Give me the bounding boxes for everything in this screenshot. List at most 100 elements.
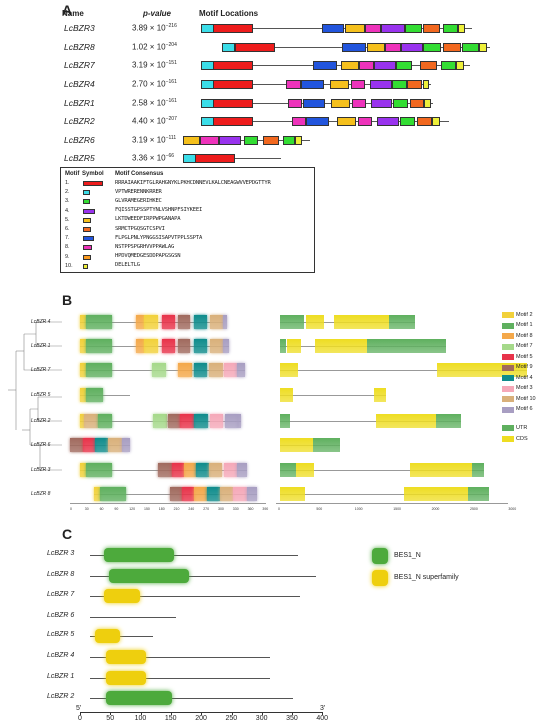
pvalue-label: 3.36 × 10−66	[132, 153, 175, 163]
motif-9-segment	[178, 315, 190, 329]
motif-3-box	[405, 24, 422, 33]
cds-segment	[374, 388, 386, 402]
motif-3-segment	[210, 414, 223, 428]
motif-5-box	[331, 99, 350, 108]
motif-3-box	[393, 99, 408, 108]
motif-3-box	[423, 43, 441, 52]
motif-1-box	[213, 24, 253, 33]
legend-swatch	[502, 436, 514, 442]
axis-tick-label: 30	[84, 507, 89, 511]
motif-4-box	[374, 61, 396, 70]
motif-8-box	[292, 117, 306, 126]
domain-gene-label: LcBZR 4	[47, 652, 75, 659]
motif-2-box	[222, 43, 235, 52]
domain-gene-label: LcBZR 5	[47, 631, 75, 638]
bes1-n-superfamily-domain	[95, 629, 120, 643]
legend-label: Motif 1	[516, 322, 533, 328]
tree-gene-label: LcBZR 8	[31, 491, 51, 497]
motif-10-box	[458, 24, 465, 33]
motif-8-box	[358, 117, 372, 126]
motif-1-box	[213, 99, 253, 108]
legend-swatch	[502, 406, 514, 413]
motif-3-box	[400, 117, 415, 126]
motif-consensus-sequence: NSTPPSPGRHVVPPAWLAG	[115, 243, 175, 250]
motif-number: 5.	[65, 216, 70, 223]
utr-segment	[280, 315, 304, 329]
tree-gene-label: LcBZR 6	[31, 442, 51, 448]
motif-7-box	[342, 43, 366, 52]
axis-tick-label: 1500	[393, 507, 401, 511]
motif-5-segment	[172, 463, 184, 477]
motif-8-box	[385, 43, 401, 52]
motif-3-segment	[233, 487, 247, 501]
motif-8-box	[200, 136, 219, 145]
axis-tick-label: 180	[158, 507, 165, 511]
axis-tick-label: 360	[247, 507, 254, 511]
motif-2-segment	[80, 339, 86, 353]
legend-label: Motif 3	[516, 385, 533, 391]
legend-label: Motif 8	[516, 332, 533, 339]
protein-length-line	[90, 576, 316, 577]
motif-3-segment	[224, 463, 237, 477]
utr-segment	[313, 438, 340, 452]
gene-name-label: LcBZR3	[64, 23, 95, 33]
motif-1-box	[213, 61, 253, 70]
gene-name-label: LcBZR7	[64, 60, 95, 70]
motif-6-box	[417, 117, 432, 126]
legend-label: BES1_N	[394, 552, 421, 559]
motif-8-box	[286, 80, 301, 89]
axis-tick-label: 0	[78, 715, 82, 722]
protein-length-line	[90, 636, 153, 637]
axis-tick-label: 60	[99, 507, 104, 511]
motif-4-box	[219, 136, 241, 145]
gene-name-label: LcBZR6	[64, 135, 95, 145]
motif-symbol	[83, 208, 95, 214]
motif-4-segment	[207, 487, 220, 501]
axis-tick-label: 120	[129, 507, 136, 511]
axis-5prime-label: 5'	[76, 705, 82, 712]
motif-1-segment	[86, 388, 103, 402]
tree-gene-label: LcBZR 4	[31, 319, 51, 325]
motif-6-box	[263, 136, 279, 145]
motif-1-box	[213, 80, 253, 89]
utr-segment	[280, 339, 286, 353]
axis-tick-label: 90	[114, 507, 119, 511]
utr-segment	[468, 487, 489, 501]
motif-9-segment	[168, 414, 180, 428]
axis-tick-label: 0	[70, 507, 72, 511]
axis-tick-label: 240	[188, 507, 195, 511]
motif-symbol	[83, 181, 103, 186]
motif-symbol	[83, 199, 90, 205]
domain-gene-label: LcBZR 8	[47, 571, 75, 578]
protein-length-line	[90, 698, 293, 699]
motif-1-segment	[86, 363, 112, 377]
axis-tick-label: 350	[286, 715, 298, 722]
motif-10-box	[423, 80, 429, 89]
motif-5-box	[367, 43, 385, 52]
motif-8-segment	[194, 487, 207, 501]
motif-5-segment	[83, 438, 95, 452]
motif-3-box	[283, 136, 295, 145]
cds-segment	[404, 487, 468, 501]
legend-swatch	[372, 570, 388, 586]
motif-6-box	[407, 80, 422, 89]
motif-axis	[70, 503, 266, 504]
gene-intron-line	[280, 421, 461, 422]
motif-5-box	[330, 80, 349, 89]
motif-7-box	[301, 80, 324, 89]
motif-number: 1.	[65, 180, 70, 186]
motif-10-box	[424, 99, 431, 108]
motif-locations-header: Motif Locations	[199, 9, 259, 18]
motif-8-segment	[136, 339, 144, 353]
motif-consensus-sequence: GLVRAMEGERIHKEC	[115, 197, 162, 204]
motif-4-segment	[95, 438, 108, 452]
motif-8-box	[288, 99, 302, 108]
motif-4-segment	[194, 363, 207, 377]
panel-b-letter: B	[62, 292, 73, 308]
legend-label: Motif 9	[516, 364, 533, 370]
gene-axis	[276, 503, 508, 504]
axis-tick	[170, 712, 172, 715]
motif-2-segment	[80, 315, 86, 329]
gene-name-label: LcBZR1	[64, 98, 95, 108]
motif-10-box	[479, 43, 487, 52]
